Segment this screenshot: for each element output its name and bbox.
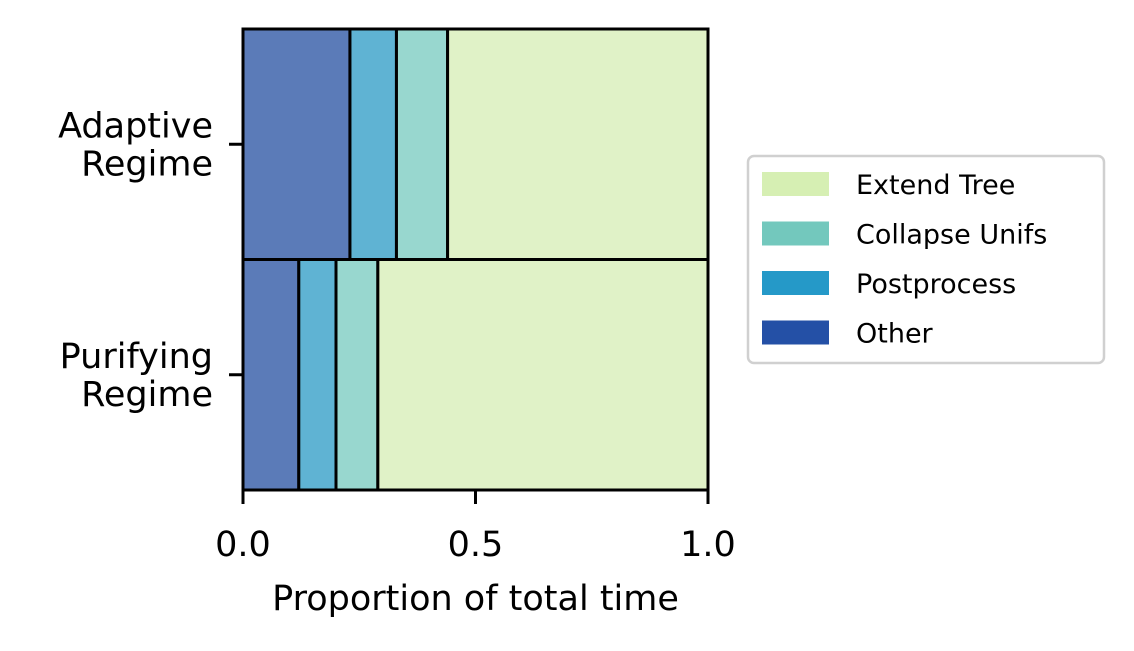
bar-other-1 bbox=[241, 27, 352, 261]
y-tick-label: Adaptive bbox=[58, 106, 213, 146]
legend-label-collapse-unifs: Collapse Unifs bbox=[856, 220, 1047, 251]
bar-extend-tree-1 bbox=[446, 27, 710, 261]
x-tick-label: 0.5 bbox=[448, 525, 504, 565]
legend-swatch-postprocess bbox=[762, 271, 829, 295]
legend-swatch-other bbox=[762, 320, 829, 345]
legend-label-other: Other bbox=[856, 319, 934, 350]
y-tick-label: Purifying bbox=[60, 337, 213, 377]
legend-swatch-extend-tree bbox=[762, 172, 829, 196]
legend-label-extend-tree: Extend Tree bbox=[856, 170, 1015, 201]
legend-frame bbox=[746, 154, 1106, 365]
x-axis-label: Proportion of total time bbox=[272, 579, 679, 619]
bar-collapse-unifs-2 bbox=[334, 258, 380, 492]
y-tick-label: Regime bbox=[81, 144, 213, 184]
legend: Extend Tree Collapse Unifs Postprocess Othe… bbox=[746, 154, 1106, 365]
y-tick-label: Regime bbox=[81, 375, 213, 415]
bar-postprocess-1 bbox=[348, 27, 398, 261]
bar-postprocess-2 bbox=[297, 258, 338, 492]
legend-label-postprocess: Postprocess bbox=[856, 269, 1016, 300]
bar-extend-tree-2 bbox=[376, 258, 710, 492]
x-tick-label: 1.0 bbox=[680, 525, 736, 565]
x-tick-label: 0.0 bbox=[215, 525, 271, 565]
legend-swatch-collapse-unifs bbox=[762, 221, 829, 246]
bar-collapse-unifs-1 bbox=[394, 27, 450, 261]
bars bbox=[241, 27, 710, 492]
x-axis: 0.0 0.5 1.0 bbox=[215, 490, 736, 565]
bar-other-2 bbox=[241, 258, 301, 492]
